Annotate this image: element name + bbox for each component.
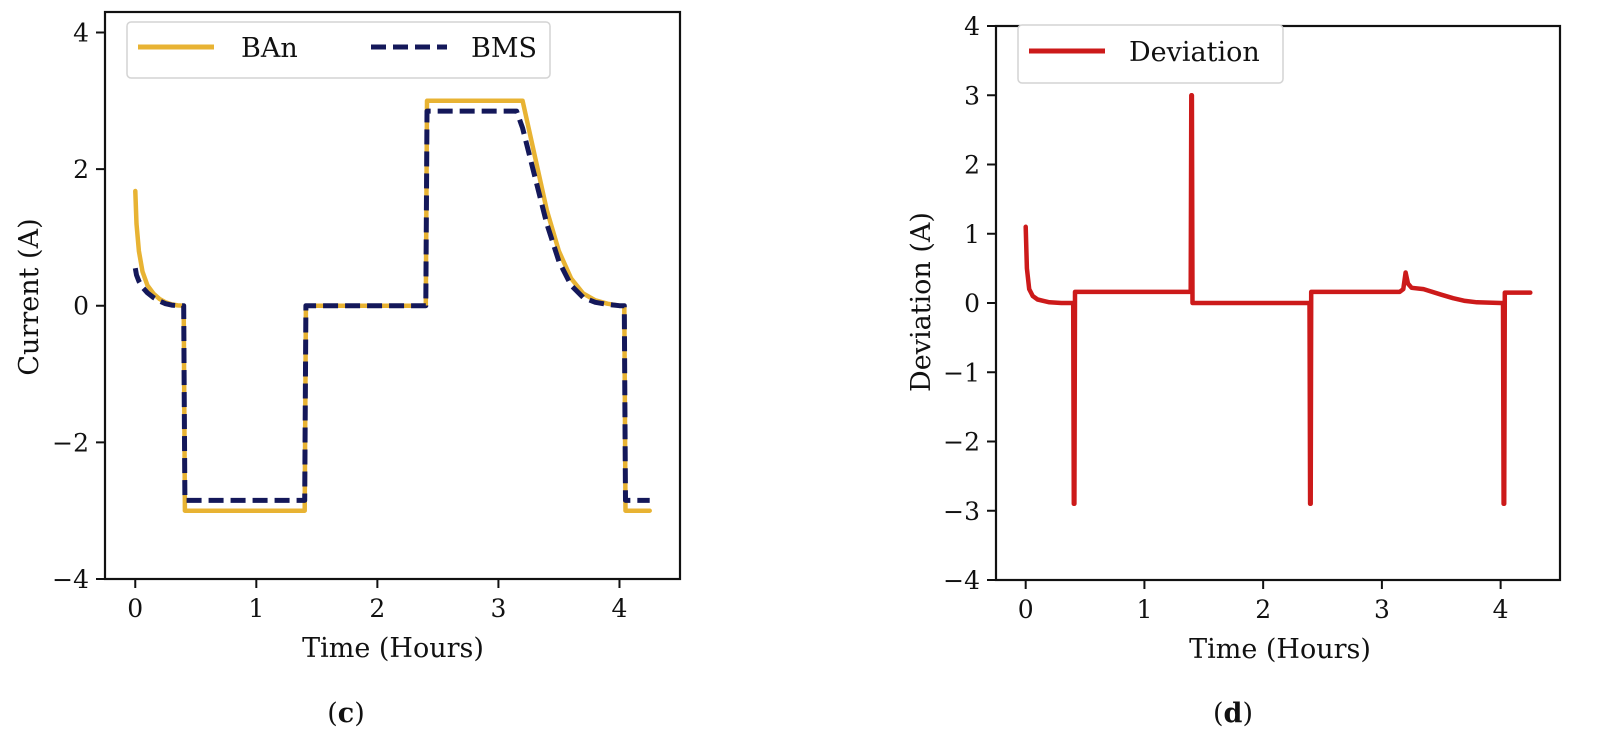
deviation-x-axis-label: Time (Hours) [1189, 634, 1371, 665]
current-y-tick-label: 2 [73, 155, 89, 184]
panel-c-current-chart: 0 1 2 3 4 −4 −2 0 2 4 Time (Hours) Current (A) BA… [14, 10, 682, 729]
deviation-legend: Deviation [1017, 24, 1284, 84]
current-legend-box [126, 21, 551, 79]
current-x-tick-label: 3 [490, 594, 506, 623]
panel-label-c: (c) [327, 698, 365, 729]
current-y-tick-label: −2 [52, 428, 89, 457]
deviation-x-tick-label: 1 [1136, 595, 1152, 624]
deviation-series-deviation-line [1023, 93, 1533, 507]
deviation-y-tick-label: 1 [964, 220, 980, 249]
current-legend: BAn BMS [126, 21, 551, 79]
deviation-x-tick-label: 2 [1255, 595, 1271, 624]
current-x-tick-label: 2 [369, 594, 385, 623]
current-plot-frame [103, 10, 682, 581]
deviation-x-tick-label: 3 [1374, 595, 1390, 624]
current-y-tick-label: 0 [73, 292, 89, 321]
deviation-y-tick-label: 4 [964, 12, 980, 41]
deviation-y-tick-label: −3 [943, 497, 980, 526]
deviation-x-tick-label: 4 [1493, 595, 1509, 624]
current-x-tick-label: 0 [127, 594, 143, 623]
deviation-x-tick-label: 0 [1018, 595, 1034, 624]
deviation-y-tick-label: −2 [943, 428, 980, 457]
current-series-bms-line [132, 108, 650, 503]
current-x-tick-label: 1 [248, 594, 264, 623]
panel-d-deviation-chart: 0 1 2 3 4 −4 −3 −2 −1 0 1 2 3 4 Time (Hours) Deviatio… [906, 12, 1562, 729]
current-y-tick-label: 4 [73, 18, 89, 47]
deviation-y-tick-label: −4 [943, 566, 980, 595]
current-series-layer [132, 98, 652, 513]
current-y-tick-label: −4 [52, 565, 89, 594]
current-x-tick-label: 4 [612, 594, 628, 623]
deviation-y-tick-label: −1 [943, 358, 980, 387]
deviation-legend-box [1017, 24, 1284, 84]
deviation-axis-ticks: 0 1 2 3 4 −4 −3 −2 −1 0 1 2 3 4 [943, 12, 1508, 624]
deviation-y-axis-label: Deviation (A) [906, 212, 937, 392]
legend-label-deviation: Deviation [1129, 37, 1260, 68]
current-x-axis-label: Time (Hours) [302, 633, 484, 664]
current-axis-ticks: 0 1 2 3 4 −4 −2 0 2 4 [52, 18, 627, 623]
deviation-y-tick-label: 0 [964, 289, 980, 318]
deviation-series-layer [1023, 93, 1533, 507]
current-y-axis-label: Current (A) [14, 218, 45, 375]
deviation-y-tick-label: 3 [964, 81, 980, 110]
panel-label-d: (d) [1213, 698, 1253, 729]
legend-label-bms: BMS [471, 33, 537, 64]
legend-label-ban: BAn [241, 33, 298, 64]
deviation-y-tick-label: 2 [964, 151, 980, 180]
